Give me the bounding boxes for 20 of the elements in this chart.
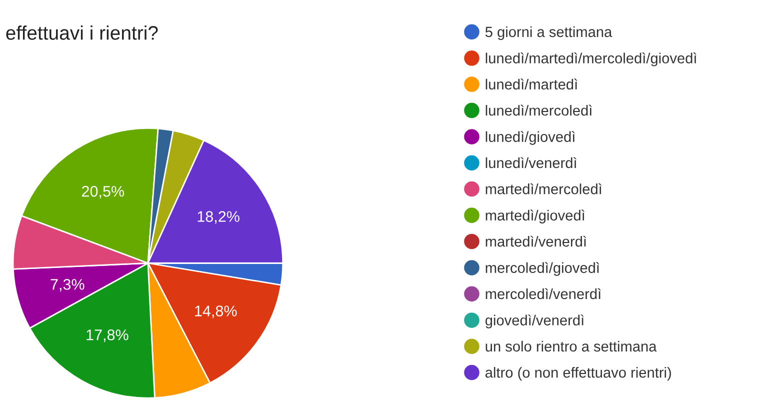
legend-label: lunedì/mercoledì	[486, 104, 592, 116]
legend-label: giovedì/venerdì	[485, 314, 584, 328]
legend-label: lunedì/giovedì	[486, 131, 575, 145]
data-label: 17,8%	[86, 329, 128, 342]
chart-title: effettuavi i rientri?	[6, 26, 158, 40]
legend-label: lunedì/martedì/mercoledì/giovedì	[486, 52, 696, 66]
legend-label: mercoledì/giovedì	[486, 262, 600, 276]
data-label: 18,2%	[198, 211, 240, 224]
legend-label: un solo rientro a settimana	[486, 340, 657, 352]
legend-label: martedì/venerdì	[486, 236, 586, 247]
data-label: 14,8%	[195, 306, 237, 318]
legend-label: 5 giorni a settimana	[485, 26, 612, 40]
legend-label: martedì/mercoledì	[486, 183, 602, 194]
legend-label: lunedì/martedì	[486, 78, 578, 90]
data-label: 20,5%	[82, 186, 124, 199]
legend-label: lunedì/venerdì	[486, 157, 576, 168]
data-label: 7,3%	[50, 278, 84, 292]
legend-label: altro (o non effettuavo rientri)	[485, 367, 671, 381]
legend-label: mercoledì/venerdì	[486, 288, 601, 300]
legend-label: martedì/giovedì	[486, 210, 584, 224]
